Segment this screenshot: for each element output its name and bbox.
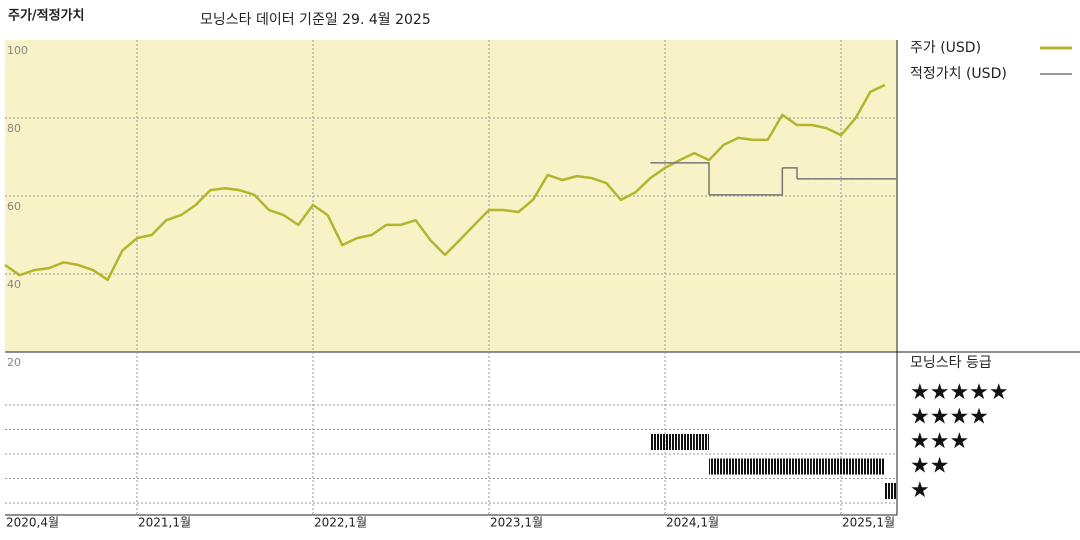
x-tick-label: 2024,1월 [666,516,719,530]
x-tick-label: 2022,1월 [314,516,367,530]
rating-bar [870,458,885,475]
fair-value-step [694,162,710,195]
rating-bar [797,458,812,475]
legend-label: 주가 (USD) [910,40,981,56]
y-tick-label: 60 [7,200,21,213]
legend-label: 적정가치 (USD) [910,66,1007,82]
rating-label: ★★ [910,454,949,479]
rating-title: 모닝스타 등급 [910,355,992,371]
rating-label: ★★★★ [910,405,989,430]
rating-bar [709,458,724,475]
price-line [4,83,886,282]
x-tick-label: 2025,1월 [842,516,895,530]
rating-bar [826,458,841,475]
rating-bar [841,458,856,475]
rating-bar [723,458,739,475]
fair-value-step [767,167,784,196]
rating-background [5,352,897,515]
rating-bar [738,458,753,475]
chart-subtitle: 모닝스타 데이터 기준일 29. 4월 2025 [200,12,431,28]
rating-bar [665,434,680,450]
y-tick-label: 20 [7,356,21,369]
rating-bar [694,434,709,450]
rating-bar [679,434,695,450]
y-tick-label: 80 [7,122,21,135]
x-tick-label: 2021,1월 [138,516,191,530]
chart-title: 주가/적정가치 [8,8,85,24]
rating-bar [753,458,768,475]
rating-bar [782,458,797,475]
y-tick-label: 40 [7,278,21,291]
fair-value-step [782,167,798,179]
rating-bar [767,458,783,475]
rating-label: ★★★ [910,429,969,454]
x-tick-label: 2023,1월 [490,516,543,530]
rating-label: ★★★★★ [910,380,1009,405]
rating-bar [650,434,665,450]
rating-label: ★ [910,478,930,503]
x-tick-label: 2020,4월 [6,516,59,530]
rating-bar [855,458,871,475]
rating-bar [885,483,897,499]
rating-bar [811,458,827,475]
y-tick-label: 100 [7,44,28,57]
